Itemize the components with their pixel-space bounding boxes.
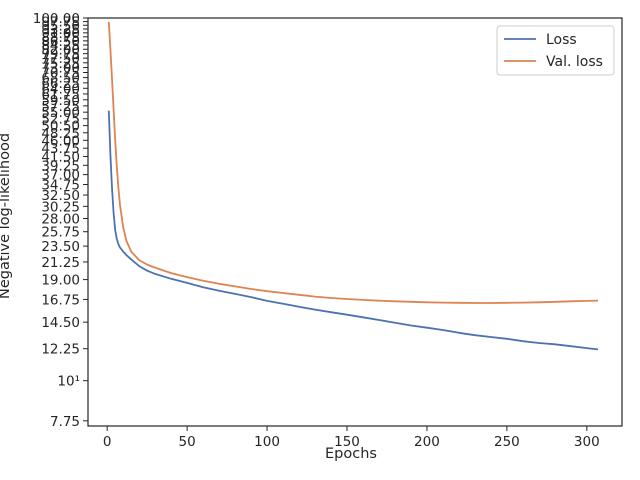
y-axis-label: Negative log-likelihood xyxy=(0,133,13,299)
y-tick-label: 73.00 xyxy=(41,61,80,77)
y-tick-label: 10¹ xyxy=(57,374,80,390)
y-tick-label: 52.75 xyxy=(41,112,80,128)
x-tick-label: 0 xyxy=(103,434,112,450)
y-tick-label: 68.50 xyxy=(41,71,80,87)
y-tick-label: 39.25 xyxy=(41,158,80,174)
y-tick-label: 30.25 xyxy=(41,199,80,215)
y-tick-label: 77.50 xyxy=(41,51,80,67)
x-tick-label: 50 xyxy=(179,434,196,450)
y-tick-label: 86.50 xyxy=(41,34,80,50)
y-tick-label: 25.75 xyxy=(41,225,80,241)
y-tick-label: 55.00 xyxy=(41,105,80,121)
x-tick-label: 100 xyxy=(254,434,280,450)
y-tick-label: 28.00 xyxy=(41,212,80,228)
y-tick-label: 19.00 xyxy=(41,273,80,289)
x-tick-label: 300 xyxy=(574,434,600,450)
series-lines xyxy=(107,21,599,351)
legend-label-val-loss: Val. loss xyxy=(546,54,603,70)
x-tick-label: 250 xyxy=(494,434,520,450)
y-axis-ticks: 7.75 10¹ 12.25 14.50 16.75 19.00 21.2523.5025.… xyxy=(33,11,88,430)
y-tick-label: 82.00 xyxy=(41,42,80,58)
y-tick-label: 48.25 xyxy=(41,126,80,142)
y-tick-label: 79.75 xyxy=(41,47,80,63)
y-tick-label: 12.25 xyxy=(41,342,80,358)
y-tick-label: 57.25 xyxy=(41,99,80,115)
y-tick-label: 64.00 xyxy=(41,81,80,97)
y-tick-label: 14.50 xyxy=(41,315,80,331)
y-tick-label: 7.75 xyxy=(50,414,80,430)
x-tick-label: 150 xyxy=(334,434,360,450)
y-tick-label: 75.25 xyxy=(41,56,80,72)
y-tick-label: 88.75 xyxy=(41,30,80,46)
y-tick-label: 66.25 xyxy=(41,76,80,92)
y-tick-label: 93.25 xyxy=(41,22,80,38)
y-tick-label: 97.75 xyxy=(41,15,80,31)
legend-label-loss: Loss xyxy=(546,32,577,48)
y-tick-label: 59.50 xyxy=(41,93,80,109)
y-tick-label: 100.00 xyxy=(33,11,80,27)
x-axis-ticks: 0 50 100 150 200 250 300 xyxy=(103,426,600,450)
y-tick-label: 21.25 xyxy=(41,255,80,271)
x-axis-label: Epochs xyxy=(325,446,377,462)
x-tick-label: 200 xyxy=(414,434,440,450)
series-line-1 xyxy=(107,21,599,304)
y-tick-label: 61.75 xyxy=(41,87,80,103)
y-tick-label: 46.00 xyxy=(41,133,80,149)
legend: Loss Val. loss xyxy=(496,25,615,76)
y-tick-label: 23.50 xyxy=(41,239,80,255)
y-tick-label: 32.50 xyxy=(41,188,80,204)
y-tick-label: 16.75 xyxy=(41,292,80,308)
plot-frame xyxy=(87,17,623,427)
y-tick-label: 43.75 xyxy=(41,141,80,157)
y-tick-label: 70.75 xyxy=(41,66,80,82)
y-tick-label: 84.25 xyxy=(41,38,80,54)
series-line-0 xyxy=(107,110,599,351)
y-tick-label: 91.00 xyxy=(41,26,80,42)
y-tick-label: 50.50 xyxy=(41,119,80,135)
y-tick-label: 34.75 xyxy=(41,177,80,193)
y-tick-label: 95.50 xyxy=(41,18,80,34)
y-tick-label: 41.50 xyxy=(41,150,80,166)
y-tick-label: 37.00 xyxy=(41,168,80,184)
